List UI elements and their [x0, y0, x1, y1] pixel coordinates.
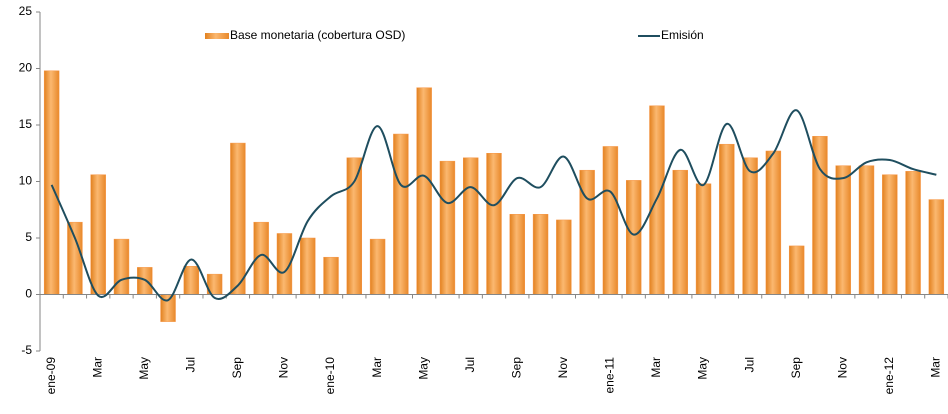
- bar: [346, 157, 363, 295]
- x-tick-label: Nov: [835, 357, 849, 378]
- x-tick-label: ene-12: [882, 357, 896, 395]
- bar: [463, 157, 479, 295]
- bar: [719, 143, 735, 295]
- y-tick-label: 0: [25, 287, 32, 301]
- x-tick-label: Jul: [742, 357, 756, 372]
- bar: [67, 221, 83, 295]
- x-tick-label: Mar: [929, 357, 943, 378]
- bar: [858, 165, 875, 295]
- bar: [765, 150, 782, 295]
- bar: [695, 183, 712, 295]
- bar: [532, 214, 549, 295]
- y-tick-label: 20: [19, 61, 33, 75]
- legend-swatch: [205, 33, 229, 39]
- x-tick-label: ene-09: [44, 357, 58, 395]
- x-tick-label: Mar: [90, 357, 104, 378]
- x-tick-label: Sep: [509, 357, 523, 379]
- bar: [230, 142, 246, 295]
- line: [50, 109, 937, 302]
- x-tick-label: ene-11: [603, 357, 617, 394]
- y-tick-label: 15: [19, 117, 33, 131]
- bar: [742, 157, 758, 295]
- x-tick-label: Jul: [463, 357, 477, 372]
- x-tick-label: ene-10: [323, 357, 337, 395]
- y-tick-label: -5: [21, 343, 32, 357]
- bar: [369, 238, 386, 295]
- bar: [113, 238, 130, 295]
- bar: [137, 267, 153, 295]
- bar: [439, 160, 456, 295]
- y-tick-label: 5: [25, 230, 32, 244]
- bar: [835, 165, 851, 295]
- bar: [788, 245, 805, 295]
- bar: [183, 266, 200, 295]
- bar: [928, 199, 945, 295]
- x-tick-label: Mar: [370, 357, 384, 378]
- y-tick-label: 10: [19, 174, 33, 188]
- bar: [625, 180, 642, 295]
- bar: [905, 171, 921, 295]
- bar: [509, 214, 525, 295]
- bar: [393, 133, 409, 295]
- x-tick-label: Jul: [184, 357, 198, 372]
- legend-label: Base monetaria (cobertura OSD): [230, 28, 405, 42]
- legend-label: Emisión: [661, 28, 704, 42]
- bar: [300, 237, 316, 295]
- y-tick-label: 25: [19, 4, 33, 18]
- x-tick-label: May: [137, 357, 151, 380]
- x-tick-label: Nov: [277, 357, 291, 378]
- bar: [90, 174, 106, 295]
- bar: [323, 256, 339, 295]
- x-tick-label: Mar: [649, 357, 663, 378]
- x-tick-label: Sep: [230, 357, 244, 379]
- x-tick-label: May: [416, 357, 430, 380]
- x-tick-label: May: [696, 357, 710, 380]
- bar: [672, 169, 688, 295]
- x-tick-label: Nov: [556, 357, 570, 378]
- x-tick-label: Sep: [789, 357, 803, 379]
- bar: [486, 153, 502, 295]
- bar: [812, 136, 828, 295]
- bar: [556, 219, 572, 295]
- bar: [602, 146, 619, 295]
- bar: [416, 87, 432, 295]
- bar: [882, 174, 898, 295]
- bar: [43, 70, 60, 295]
